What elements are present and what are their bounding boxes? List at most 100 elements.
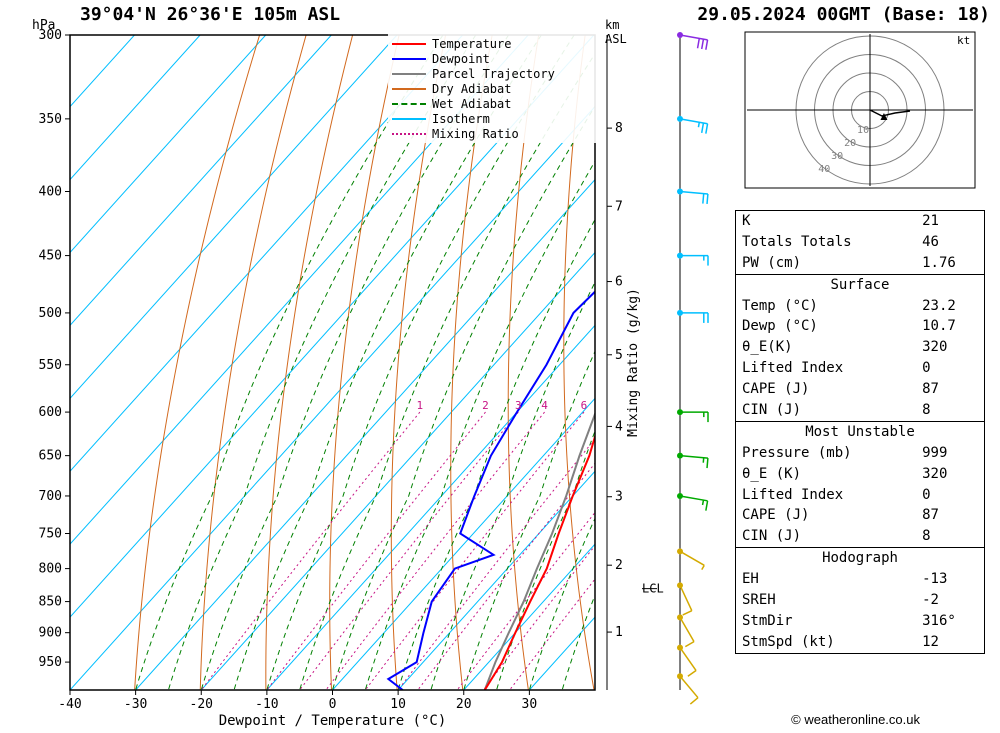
index-key: θ_E (K) xyxy=(736,464,917,485)
svg-text:6: 6 xyxy=(581,399,588,412)
index-value: 87 xyxy=(916,505,984,526)
index-row: CIN (J)8 xyxy=(736,526,985,547)
index-key: EH xyxy=(736,569,917,590)
index-value: 21 xyxy=(916,211,984,232)
index-key: StmDir xyxy=(736,611,917,632)
skewt-chart: 1234630035040045050055060065070075080085… xyxy=(0,10,720,730)
index-value: 87 xyxy=(916,379,984,400)
svg-text:ASL: ASL xyxy=(605,32,627,46)
index-value: 0 xyxy=(916,358,984,379)
index-row: Lifted Index0 xyxy=(736,485,985,506)
index-value: 46 xyxy=(916,232,984,253)
index-key: Totals Totals xyxy=(736,232,917,253)
index-value: 8 xyxy=(916,400,984,421)
svg-text:800: 800 xyxy=(39,562,62,577)
svg-text:km: km xyxy=(605,18,619,32)
svg-text:-40: -40 xyxy=(58,697,81,712)
indices-panel: K21Totals Totals46PW (cm)1.76SurfaceTemp… xyxy=(735,210,985,654)
index-key: θ_E(K) xyxy=(736,337,917,358)
svg-text:600: 600 xyxy=(39,405,62,420)
index-row: CAPE (J)87 xyxy=(736,379,985,400)
svg-text:6: 6 xyxy=(615,275,623,290)
hodograph: 10203040kt▲ xyxy=(735,30,985,200)
index-row: PW (cm)1.76 xyxy=(736,253,985,274)
index-value: 0 xyxy=(916,485,984,506)
svg-text:450: 450 xyxy=(39,249,62,264)
legend-row: Mixing Ratio xyxy=(392,126,592,141)
index-value: 320 xyxy=(916,464,984,485)
index-key: CIN (J) xyxy=(736,400,917,421)
index-row: Temp (°C)23.2 xyxy=(736,296,985,317)
index-row: Lifted Index0 xyxy=(736,358,985,379)
index-value: -2 xyxy=(916,590,984,611)
index-key: CAPE (J) xyxy=(736,505,917,526)
index-key: Dewp (°C) xyxy=(736,316,917,337)
index-row: StmDir316° xyxy=(736,611,985,632)
legend-label: Dewpoint xyxy=(432,52,490,66)
skewt-container: 39°04'N 26°36'E 105m ASL 29.05.2024 00GM… xyxy=(0,0,1000,733)
index-row: Dewp (°C)10.7 xyxy=(736,316,985,337)
index-row: CAPE (J)87 xyxy=(736,505,985,526)
svg-text:1: 1 xyxy=(417,399,424,412)
index-row: θ_E (K)320 xyxy=(736,464,985,485)
index-key: PW (cm) xyxy=(736,253,917,274)
svg-text:30: 30 xyxy=(522,697,538,712)
index-key: CIN (J) xyxy=(736,526,917,547)
svg-text:2: 2 xyxy=(482,399,489,412)
datetime-title: 29.05.2024 00GMT (Base: 18) xyxy=(697,4,990,25)
legend-label: Isotherm xyxy=(432,112,490,126)
svg-text:650: 650 xyxy=(39,449,62,464)
svg-text:-30: -30 xyxy=(124,697,147,712)
index-value: 12 xyxy=(916,632,984,653)
svg-text:40: 40 xyxy=(818,164,830,175)
index-key: StmSpd (kt) xyxy=(736,632,917,653)
section-title: Most Unstable xyxy=(736,421,985,442)
index-key: Lifted Index xyxy=(736,485,917,506)
legend-row: Parcel Trajectory xyxy=(392,66,592,81)
index-value: 316° xyxy=(916,611,984,632)
section-title: Surface xyxy=(736,274,985,295)
index-key: Pressure (mb) xyxy=(736,443,917,464)
svg-text:LCL: LCL xyxy=(642,582,664,596)
svg-text:4: 4 xyxy=(541,399,548,412)
svg-text:8: 8 xyxy=(615,121,623,136)
index-value: 10.7 xyxy=(916,316,984,337)
svg-text:0: 0 xyxy=(329,697,337,712)
index-key: Temp (°C) xyxy=(736,296,917,317)
index-row: EH-13 xyxy=(736,569,985,590)
svg-text:950: 950 xyxy=(39,655,62,670)
svg-text:900: 900 xyxy=(39,626,62,641)
index-key: Lifted Index xyxy=(736,358,917,379)
legend-label: Wet Adiabat xyxy=(432,97,511,111)
index-row: K21 xyxy=(736,211,985,232)
svg-text:500: 500 xyxy=(39,306,62,321)
index-row: Totals Totals46 xyxy=(736,232,985,253)
index-key: CAPE (J) xyxy=(736,379,917,400)
legend-row: Temperature xyxy=(392,36,592,51)
copyright-text: © weatheronline.co.uk xyxy=(791,712,920,727)
legend-label: Temperature xyxy=(432,37,511,51)
index-value: 1.76 xyxy=(916,253,984,274)
index-key: SREH xyxy=(736,590,917,611)
svg-text:4: 4 xyxy=(615,419,623,434)
svg-text:750: 750 xyxy=(39,526,62,541)
svg-text:350: 350 xyxy=(39,112,62,127)
svg-text:7: 7 xyxy=(615,199,623,214)
index-row: Pressure (mb)999 xyxy=(736,443,985,464)
section-title: Hodograph xyxy=(736,548,985,569)
svg-text:Dewpoint / Temperature (°C): Dewpoint / Temperature (°C) xyxy=(219,713,447,729)
svg-text:1: 1 xyxy=(615,625,623,640)
index-key: K xyxy=(736,211,917,232)
svg-text:20: 20 xyxy=(844,138,856,149)
svg-text:▲: ▲ xyxy=(878,109,890,123)
legend-row: Isotherm xyxy=(392,111,592,126)
svg-text:hPa: hPa xyxy=(32,18,55,33)
legend-row: Dewpoint xyxy=(392,51,592,66)
svg-text:Mixing Ratio (g/kg): Mixing Ratio (g/kg) xyxy=(626,288,641,437)
svg-text:2: 2 xyxy=(615,558,623,573)
svg-text:400: 400 xyxy=(39,185,62,200)
svg-text:3: 3 xyxy=(615,490,623,505)
index-value: 320 xyxy=(916,337,984,358)
index-value: 23.2 xyxy=(916,296,984,317)
svg-text:850: 850 xyxy=(39,595,62,610)
